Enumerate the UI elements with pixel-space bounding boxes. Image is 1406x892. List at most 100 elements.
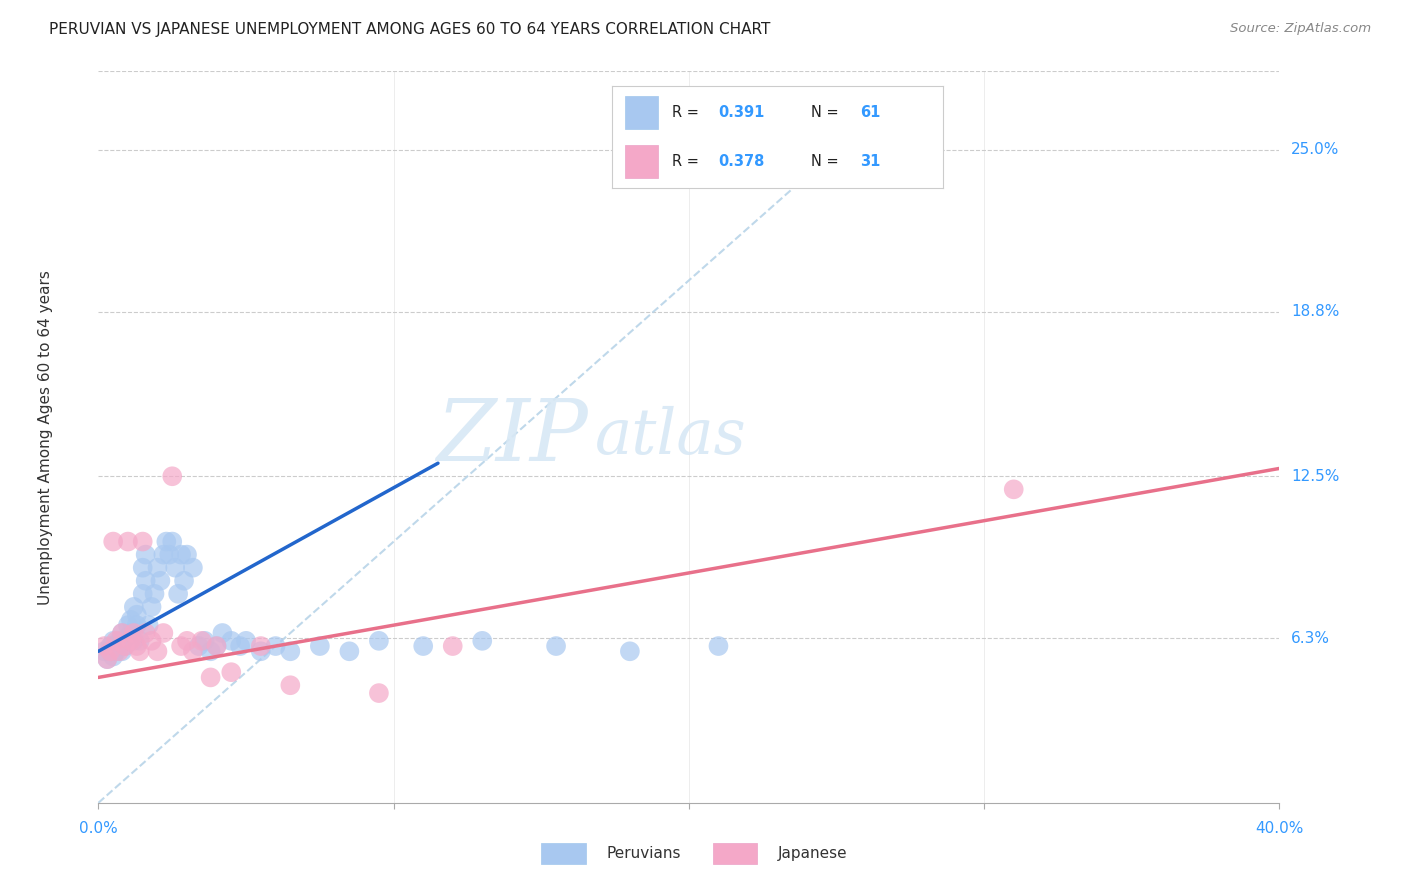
Point [132,534,155,549]
Point [132,560,155,574]
Point [250,644,273,658]
Point [181,644,204,658]
Text: Unemployment Among Ages 60 to 64 years: Unemployment Among Ages 60 to 64 years [38,269,53,605]
Point [111,644,134,658]
Point [108,644,131,658]
Point [143,587,166,601]
Point [98,639,121,653]
Point [135,626,157,640]
Point [98,644,121,658]
Point [122,599,145,614]
Point [132,587,155,601]
Point [125,607,148,622]
Point [111,626,134,640]
Point [441,639,464,653]
Point [114,633,136,648]
Point [103,534,125,549]
Point [108,633,131,648]
Point [167,587,190,601]
Point [103,649,125,664]
Text: Peruvians: Peruvians [606,846,681,861]
Text: 25.0%: 25.0% [1291,142,1340,157]
Point [211,626,233,640]
Point [98,644,121,658]
Point [205,639,228,653]
Point [176,633,198,648]
Point [471,633,494,648]
Point [96,652,118,666]
Point [250,639,273,653]
Point [117,633,139,648]
Point [122,633,145,648]
Point [170,548,193,562]
Text: 18.8%: 18.8% [1291,304,1340,319]
Point [176,548,198,562]
Point [141,633,163,648]
Point [546,639,568,653]
Point [707,639,730,653]
Point [149,574,172,588]
Text: PERUVIAN VS JAPANESE UNEMPLOYMENT AMONG AGES 60 TO 64 YEARS CORRELATION CHART: PERUVIAN VS JAPANESE UNEMPLOYMENT AMONG … [49,22,770,37]
Text: 6.3%: 6.3% [1291,631,1330,646]
Point [138,618,160,632]
Point [108,639,131,653]
Point [194,633,217,648]
Text: 0.0%: 0.0% [79,821,118,836]
Point [120,633,142,648]
Point [96,652,118,666]
Point [152,548,174,562]
Point [135,574,157,588]
Point [309,639,332,653]
Point [157,548,180,562]
Point [162,469,183,483]
Point [235,633,257,648]
Point [141,599,163,614]
Text: atlas: atlas [595,406,747,468]
Point [105,644,128,658]
Point [125,639,148,653]
Point [146,560,169,574]
Point [368,633,391,648]
Point [117,534,139,549]
Point [170,639,193,653]
Point [105,639,128,653]
Point [229,639,252,653]
Point [1002,483,1025,497]
Point [200,670,222,684]
Point [103,633,125,648]
Point [412,639,434,653]
Point [165,560,187,574]
FancyBboxPatch shape [713,843,758,863]
Point [181,560,204,574]
Point [368,686,391,700]
FancyBboxPatch shape [541,843,586,863]
Point [221,633,243,648]
Point [152,626,174,640]
Point [114,639,136,653]
Point [155,534,177,549]
Point [339,644,361,658]
Point [619,644,641,658]
Point [120,613,142,627]
Point [205,639,228,653]
Point [128,644,150,658]
Point [120,626,142,640]
Point [114,639,136,653]
Point [93,639,115,653]
Point [105,633,128,648]
Point [264,639,287,653]
Point [146,644,169,658]
Text: 12.5%: 12.5% [1291,469,1340,483]
Text: Japanese: Japanese [778,846,848,861]
Point [125,618,148,632]
Point [280,678,302,692]
Point [187,639,209,653]
Point [221,665,243,680]
Point [128,633,150,648]
Text: ZIP: ZIP [437,396,589,478]
Point [111,626,134,640]
Point [280,644,302,658]
Text: 40.0%: 40.0% [1256,821,1303,836]
Text: Source: ZipAtlas.com: Source: ZipAtlas.com [1230,22,1371,36]
Point [117,618,139,632]
